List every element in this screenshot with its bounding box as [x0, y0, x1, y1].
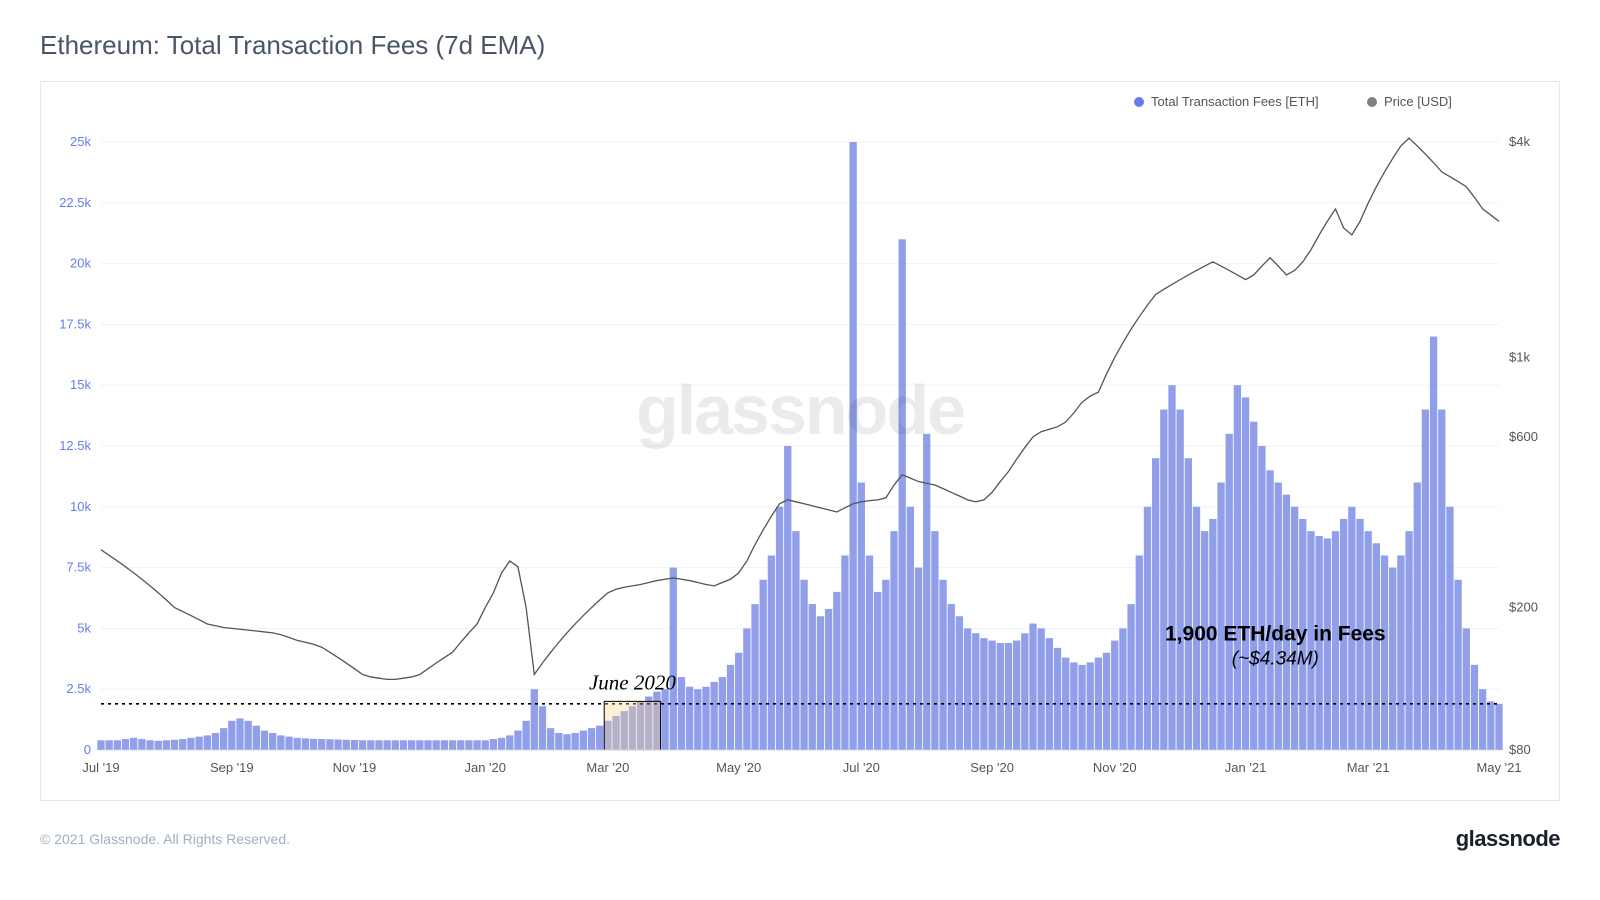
- svg-text:10k: 10k: [70, 499, 91, 514]
- svg-text:Sep '19: Sep '19: [210, 760, 254, 775]
- svg-text:Jan '21: Jan '21: [1225, 760, 1267, 775]
- svg-text:17.5k: 17.5k: [59, 316, 91, 331]
- chart-area: glassnode 0 2.5k 5k 7.5k 10k 12.5k 15k 17.5k 20k 2…: [40, 81, 1560, 801]
- svg-text:$600: $600: [1509, 429, 1538, 444]
- svg-text:$80: $80: [1509, 742, 1531, 757]
- svg-text:2.5k: 2.5k: [66, 681, 91, 696]
- svg-text:glassnode: glassnode: [636, 371, 964, 449]
- svg-text:Jul '20: Jul '20: [843, 760, 880, 775]
- svg-text:Nov '20: Nov '20: [1093, 760, 1137, 775]
- svg-text:Jan '20: Jan '20: [464, 760, 506, 775]
- svg-text:Nov '19: Nov '19: [333, 760, 377, 775]
- svg-text:0: 0: [84, 742, 91, 757]
- svg-text:May '20: May '20: [716, 760, 761, 775]
- chart-title: Ethereum: Total Transaction Fees (7d EMA…: [40, 30, 1560, 61]
- svg-text:$4k: $4k: [1509, 134, 1530, 149]
- svg-text:Mar '21: Mar '21: [1347, 760, 1390, 775]
- svg-text:25k: 25k: [70, 134, 91, 149]
- copyright-text: © 2021 Glassnode. All Rights Reserved.: [40, 831, 290, 847]
- svg-text:$1k: $1k: [1509, 349, 1530, 364]
- svg-text:May '21: May '21: [1476, 760, 1521, 775]
- svg-text:Total Transaction Fees [ETH]: Total Transaction Fees [ETH]: [1151, 94, 1319, 109]
- svg-text:15k: 15k: [70, 377, 91, 392]
- svg-text:1,900 ETH/day in Fees: 1,900 ETH/day in Fees: [1165, 623, 1386, 646]
- brand-logo: glassnode: [1456, 826, 1560, 852]
- svg-text:20k: 20k: [70, 256, 91, 271]
- svg-text:Mar '20: Mar '20: [586, 760, 629, 775]
- svg-text:June 2020: June 2020: [589, 670, 676, 694]
- svg-text:Sep '20: Sep '20: [970, 760, 1014, 775]
- svg-text:$200: $200: [1509, 600, 1538, 615]
- svg-text:Jul '19: Jul '19: [82, 760, 119, 775]
- svg-text:5k: 5k: [77, 620, 91, 635]
- svg-text:22.5k: 22.5k: [59, 195, 91, 210]
- svg-text:7.5k: 7.5k: [66, 560, 91, 575]
- svg-text:12.5k: 12.5k: [59, 438, 91, 453]
- svg-text:(~$4.34M): (~$4.34M): [1232, 649, 1319, 670]
- svg-text:Price [USD]: Price [USD]: [1384, 94, 1452, 109]
